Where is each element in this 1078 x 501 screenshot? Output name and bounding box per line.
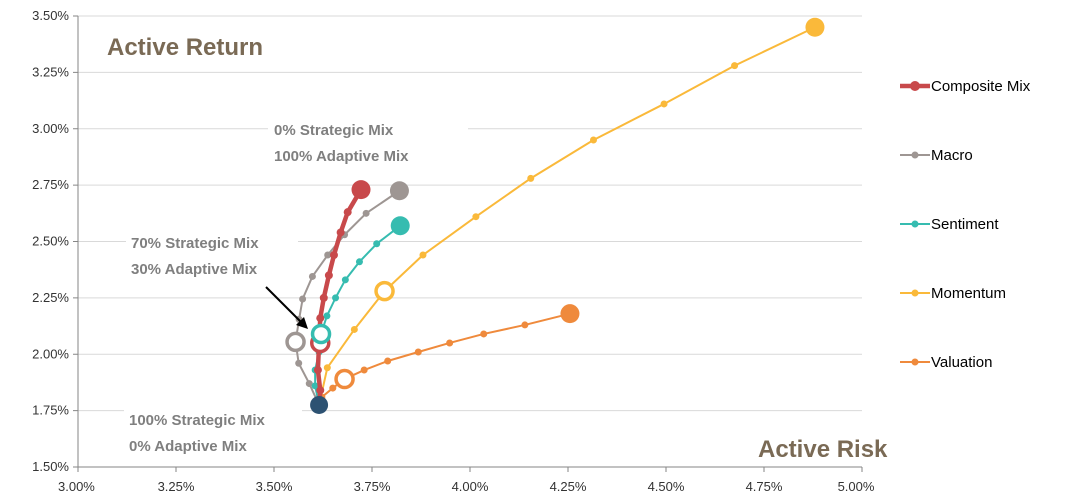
data-point-momentum-2 <box>350 325 358 333</box>
data-point-composite-mix-1 <box>316 386 325 395</box>
x-tick-label-8: 5.00% <box>838 479 875 494</box>
start-point <box>310 395 329 414</box>
data-point-composite-mix-2 <box>313 366 322 375</box>
annotation-top-line1: 0% Strategic Mix <box>274 122 394 139</box>
highlight-marker-valuation <box>334 368 355 390</box>
series-line-momentum <box>318 26 816 406</box>
y-axis-title: Active Return <box>107 34 263 61</box>
data-point-momentum-10 <box>805 17 825 37</box>
data-point-momentum-9 <box>731 62 739 70</box>
y-tick-label-3: 2.25% <box>32 290 69 305</box>
data-point-composite-mix-8 <box>336 228 345 237</box>
x-tick-label-1: 3.25% <box>158 479 195 494</box>
legend-marker-macro <box>911 151 919 159</box>
data-point-momentum-4 <box>419 251 427 259</box>
annotation-bottom-bg <box>124 408 302 458</box>
data-point-composite-mix-10 <box>351 180 371 200</box>
x-tick-label-0: 3.00% <box>58 479 95 494</box>
x-tick-label-3: 3.75% <box>354 479 391 494</box>
y-tick-label-8: 3.50% <box>32 8 69 23</box>
data-point-composite-mix-9 <box>343 208 352 217</box>
data-point-momentum-8 <box>660 100 668 108</box>
data-point-valuation-7 <box>446 339 454 347</box>
data-point-macro-10 <box>389 181 409 201</box>
y-tick-label-2: 2.00% <box>32 346 69 361</box>
annotation-top-bg <box>268 118 468 168</box>
highlight-marker-sentiment <box>310 323 332 345</box>
annotation-middle-bg <box>126 232 298 282</box>
data-point-macro-1 <box>305 380 313 388</box>
annotation-middle-line2: 30% Adaptive Mix <box>131 261 258 278</box>
data-point-valuation-2 <box>329 384 337 392</box>
data-point-sentiment-7 <box>341 276 349 284</box>
legend-marker-composite-mix <box>910 81 920 91</box>
x-axis-title: Active Risk <box>758 436 888 463</box>
data-point-valuation-5 <box>384 357 392 365</box>
x-tick-label-2: 3.50% <box>256 479 293 494</box>
x-tick-label-5: 4.25% <box>550 479 587 494</box>
data-point-momentum-5 <box>472 213 480 221</box>
x-tick-label-6: 4.50% <box>648 479 685 494</box>
x-tick-label-4: 4.00% <box>452 479 489 494</box>
y-tick-label-5: 2.75% <box>32 177 69 192</box>
data-point-sentiment-1 <box>311 382 319 390</box>
data-point-valuation-8 <box>480 330 488 338</box>
data-point-valuation-6 <box>414 348 422 356</box>
highlight-marker-macro <box>285 331 306 353</box>
legend: Composite Mix Macro Sentiment Momentum Valua… <box>900 78 1031 371</box>
legend-label-sentiment: Sentiment <box>931 216 999 233</box>
y-tick-label-1: 1.75% <box>32 403 69 418</box>
legend-marker-sentiment <box>911 220 919 228</box>
data-point-momentum-1 <box>323 364 331 372</box>
data-point-valuation-4 <box>360 366 368 374</box>
legend-label-momentum: Momentum <box>931 285 1006 302</box>
legend-marker-momentum <box>911 289 919 297</box>
data-point-sentiment-10 <box>390 216 410 236</box>
highlight-marker-momentum <box>374 280 395 302</box>
grid-layer <box>78 15 862 412</box>
data-point-macro-2 <box>295 359 303 367</box>
data-point-valuation-10 <box>560 304 580 324</box>
annotation-arrow-shaft <box>265 286 305 326</box>
data-point-macro-5 <box>299 295 307 303</box>
legend-label-composite-mix: Composite Mix <box>931 78 1031 95</box>
marker-layer <box>285 280 395 414</box>
annotation-middle-line1: 70% Strategic Mix <box>131 235 259 252</box>
y-tick-label-6: 3.00% <box>32 121 69 136</box>
annotation-bottom-line1: 100% Strategic Mix <box>129 412 266 429</box>
y-tick-label-0: 1.50% <box>32 459 69 474</box>
y-tick-label-7: 3.25% <box>32 64 69 79</box>
data-point-composite-mix-7 <box>329 251 338 260</box>
annotation-arrow-head <box>296 317 308 329</box>
legend-label-macro: Macro <box>931 147 973 164</box>
annotation-bottom-line2: 0% Adaptive Mix <box>129 438 247 455</box>
data-point-composite-mix-5 <box>319 293 328 302</box>
data-point-sentiment-9 <box>373 240 381 248</box>
data-point-composite-mix-4 <box>316 314 325 323</box>
data-point-sentiment-8 <box>355 258 363 266</box>
data-point-valuation-9 <box>521 321 529 329</box>
data-point-macro-6 <box>308 272 316 280</box>
data-point-composite-mix-6 <box>324 271 333 280</box>
data-point-momentum-6 <box>527 174 535 182</box>
axis-layer: 1.50% 1.75% 2.00% 2.25% 2.50% 2.75% 3.00% 3.25%… <box>32 8 875 494</box>
legend-label-valuation: Valuation <box>931 354 992 371</box>
y-tick-label-4: 2.50% <box>32 234 69 249</box>
series-layer <box>292 17 825 406</box>
data-point-macro-7 <box>324 251 332 259</box>
legend-marker-valuation <box>911 358 919 366</box>
data-point-sentiment-6 <box>332 294 340 302</box>
data-point-sentiment-5 <box>323 312 331 320</box>
data-point-momentum-7 <box>589 136 597 144</box>
data-point-macro-9 <box>362 209 370 217</box>
annotation-top-line2: 100% Adaptive Mix <box>274 148 409 165</box>
x-tick-label-7: 4.75% <box>746 479 783 494</box>
